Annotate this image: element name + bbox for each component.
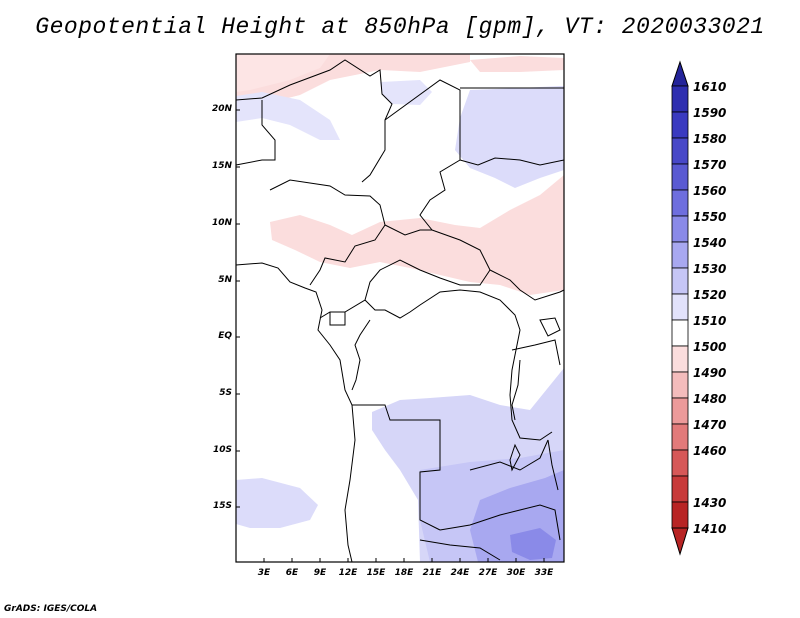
border-south-sudan xyxy=(489,269,565,301)
lat-label: 5N xyxy=(218,275,232,285)
colorbar-label: 1590 xyxy=(693,106,727,120)
border-drc xyxy=(364,289,553,441)
shading-southwest-blue xyxy=(236,478,318,528)
lat-label: 15N xyxy=(211,161,232,171)
border-botswana xyxy=(419,539,501,561)
colorbar-bottom-arrow xyxy=(671,527,689,556)
shading-central-pink xyxy=(270,175,564,295)
colorbar-label: 1490 xyxy=(693,366,727,380)
colorbar-label: 1430 xyxy=(693,496,727,510)
lake-mweru xyxy=(509,443,521,472)
grads-credit: GrADS: IGES/COLA xyxy=(4,604,98,614)
border-chad xyxy=(384,79,461,236)
border-north xyxy=(235,59,393,183)
colorbar-label: 1570 xyxy=(693,158,727,172)
map-frame xyxy=(235,53,565,563)
colorbar-label: 1410 xyxy=(693,522,727,536)
colorbar-label: 1470 xyxy=(693,418,727,432)
lat-label: 15S xyxy=(212,501,232,511)
lakes xyxy=(509,317,561,491)
shading-ne-pink xyxy=(470,56,564,72)
lon-label: 33E xyxy=(534,568,554,578)
shading-north-blue xyxy=(380,80,432,105)
border-angola xyxy=(352,404,441,531)
lat-label: 20N xyxy=(211,104,232,114)
colorbar-label: 1540 xyxy=(693,236,727,250)
shading-south-deep-blue xyxy=(510,528,556,560)
lon-label: 27E xyxy=(478,568,498,578)
colorbar-label: 1510 xyxy=(693,314,727,328)
colorbar-label: 1500 xyxy=(693,340,727,354)
colorbar-label: 1480 xyxy=(693,392,727,406)
border-eq-guinea xyxy=(329,312,346,326)
colorbar-label: 1610 xyxy=(693,80,727,94)
shading-northeast-blue xyxy=(455,86,564,188)
shading-northwest-pink xyxy=(236,54,330,92)
lon-label: 12E xyxy=(338,568,358,578)
lat-label: 5S xyxy=(219,388,232,398)
colorbar xyxy=(671,60,689,556)
lon-label: 18E xyxy=(394,568,414,578)
border-congo xyxy=(351,319,371,391)
border-zambia xyxy=(469,439,549,471)
colorbar-top-arrow xyxy=(671,60,689,87)
lon-label: 30E xyxy=(506,568,526,578)
colorbar-label: 1520 xyxy=(693,288,727,302)
lon-label: 3E xyxy=(257,568,271,578)
coastline xyxy=(235,262,356,563)
lake-tanganyika xyxy=(511,359,521,421)
lon-label: 21E xyxy=(422,568,442,578)
lon-label: 15E xyxy=(366,568,386,578)
colorbar-label: 1560 xyxy=(693,184,727,198)
border-west xyxy=(235,100,276,166)
country-borders xyxy=(235,59,565,563)
colorbar-label: 1580 xyxy=(693,132,727,146)
lat-label: 10S xyxy=(212,445,232,455)
colorbar-label: 1550 xyxy=(693,210,727,224)
lat-label: EQ xyxy=(218,331,232,341)
chart-title: Geopotential Height at 850hPa [gpm], VT:… xyxy=(35,14,765,40)
border-car xyxy=(319,229,491,319)
lon-label: 6E xyxy=(285,568,299,578)
lat-label: 10N xyxy=(211,218,232,228)
lake-malawi xyxy=(547,439,559,491)
border-zimbabwe xyxy=(439,504,561,541)
border-uganda xyxy=(511,339,561,366)
lon-label: 9E xyxy=(313,568,327,578)
border-sudan xyxy=(459,157,565,166)
colorbar-label: 1460 xyxy=(693,444,727,458)
lake-victoria xyxy=(539,317,561,337)
lon-label: 24E xyxy=(450,568,470,578)
ticks xyxy=(236,109,545,562)
colorbar-label: 1530 xyxy=(693,262,727,276)
